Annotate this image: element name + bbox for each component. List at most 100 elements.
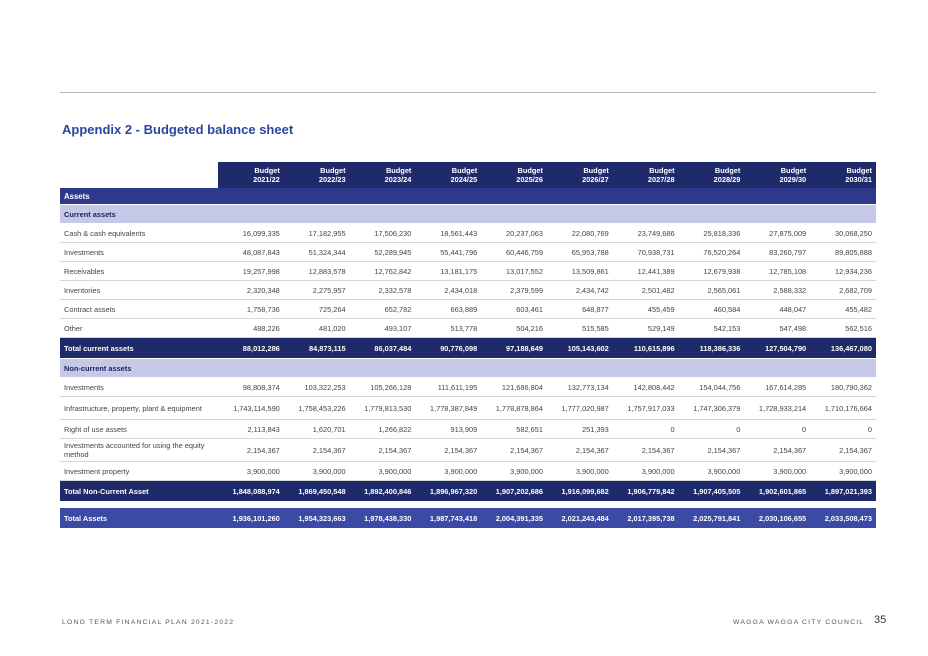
row-label: Investment property xyxy=(60,461,218,481)
row-value: 13,181,175 xyxy=(415,261,482,281)
header-year-label: 2022/23 xyxy=(318,175,346,184)
total-row-current-assets: Total current assets 88,012,286 84,873,115… xyxy=(60,337,876,359)
header-year-2: Budget 2023/24 xyxy=(349,162,416,188)
header-budget-label: Budget xyxy=(714,166,741,175)
subsection-row-non-current-assets: Non-current assets xyxy=(60,358,876,378)
row-value: 65,953,788 xyxy=(546,242,613,262)
header-year-7: Budget 2028/29 xyxy=(678,162,745,188)
row-value: 18,561,443 xyxy=(415,223,482,243)
table-row-other: Other 488,226 481,020 493,107 513,778 504,216… xyxy=(60,318,876,338)
row-value: 105,143,602 xyxy=(546,337,613,359)
row-value: 582,651 xyxy=(481,419,547,439)
row-value: 1,907,202,686 xyxy=(481,480,547,502)
row-value: 562,516 xyxy=(810,318,876,338)
row-value: 2,275,957 xyxy=(283,280,350,300)
header-budget-label: Budget xyxy=(385,166,412,175)
row-value: 180,790,362 xyxy=(810,377,876,397)
header-budget-label: Budget xyxy=(517,166,543,175)
balance-sheet-table: Budget 2021/22 Budget 2022/23 Budget 2023/24 B… xyxy=(60,162,876,529)
row-value: 12,785,108 xyxy=(744,261,811,281)
row-value: 2,379,599 xyxy=(481,280,547,300)
row-value: 1,897,021,393 xyxy=(810,480,876,502)
row-label: Infrastructure, property, plant & equipm… xyxy=(60,396,218,420)
row-value: 17,182,955 xyxy=(283,223,350,243)
row-value: 1,869,450,548 xyxy=(283,480,350,502)
row-value: 167,614,285 xyxy=(744,377,811,397)
header-year-label: 2021/22 xyxy=(253,175,280,184)
row-value: 70,938,731 xyxy=(612,242,679,262)
header-year-5: Budget 2026/27 xyxy=(546,162,613,188)
row-value: 0 xyxy=(744,419,811,439)
row-label: Total Non-Current Asset xyxy=(60,480,218,502)
table-row-contract-assets: Contract assets 1,758,736 725,264 652,782 66… xyxy=(60,299,876,319)
row-value: 493,107 xyxy=(349,318,416,338)
row-value: 3,900,000 xyxy=(546,461,613,481)
row-value: 1,266,822 xyxy=(349,419,416,439)
total-row-assets: Total Assets 1,936,101,260 1,954,323,663 1,… xyxy=(60,508,876,529)
header-blank-cell xyxy=(60,162,218,188)
row-value: 542,153 xyxy=(678,318,745,338)
row-value: 663,889 xyxy=(415,299,482,319)
table-row-investments-current: Investments 48,087,843 51,324,344 52,289,94… xyxy=(60,242,876,262)
header-year-3: Budget 2024/25 xyxy=(415,162,482,188)
row-value: 2,154,367 xyxy=(744,438,811,462)
header-year-8: Budget 2029/30 xyxy=(744,162,811,188)
row-value: 51,324,344 xyxy=(283,242,350,262)
header-year-label: 2024/25 xyxy=(450,175,478,184)
row-value: 121,686,804 xyxy=(481,377,547,397)
row-value: 3,900,000 xyxy=(678,461,745,481)
table-row-inventories: Inventories 2,320,348 2,275,957 2,332,578 2,… xyxy=(60,280,876,300)
row-value: 448,047 xyxy=(744,299,811,319)
row-value: 3,900,000 xyxy=(283,461,350,481)
row-value: 1,848,088,974 xyxy=(218,480,284,502)
row-value: 1,743,114,590 xyxy=(218,396,284,420)
header-budget-label: Budget xyxy=(320,166,346,175)
row-value: 2,154,367 xyxy=(415,438,482,462)
row-value: 19,257,998 xyxy=(218,261,284,281)
row-value: 1,778,387,849 xyxy=(415,396,482,420)
table-row-cash: Cash & cash equivalents 16,099,335 17,182,… xyxy=(60,223,876,243)
header-year-4: Budget 2025/26 xyxy=(481,162,547,188)
row-value: 1,758,736 xyxy=(218,299,284,319)
section-row-assets: Assets xyxy=(60,188,876,205)
row-value: 13,017,552 xyxy=(481,261,547,281)
footer-document-title: LONG TERM FINANCIAL PLAN 2021-2022 xyxy=(62,619,235,626)
header-budget-label: Budget xyxy=(583,166,609,175)
row-value: 251,393 xyxy=(546,419,613,439)
row-value: 2,565,061 xyxy=(678,280,745,300)
row-label: Investments xyxy=(60,377,218,397)
row-value: 488,226 xyxy=(218,318,284,338)
header-budget-label: Budget xyxy=(780,166,807,175)
row-value: 481,020 xyxy=(283,318,350,338)
table-row-infrastructure: Infrastructure, property, plant & equipm… xyxy=(60,396,876,420)
table-row-investment-property: Investment property 3,900,000 3,900,000 3,9… xyxy=(60,461,876,481)
row-value: 142,808,442 xyxy=(612,377,679,397)
row-value: 48,087,843 xyxy=(218,242,284,262)
row-value: 89,805,888 xyxy=(810,242,876,262)
row-value: 2,154,367 xyxy=(612,438,679,462)
row-value: 12,934,236 xyxy=(810,261,876,281)
row-value: 3,900,000 xyxy=(612,461,679,481)
header-year-label: 2029/30 xyxy=(779,175,807,184)
row-value: 913,909 xyxy=(415,419,482,439)
row-value: 12,679,938 xyxy=(678,261,745,281)
row-value: 2,154,367 xyxy=(349,438,416,462)
row-value: 3,900,000 xyxy=(810,461,876,481)
row-value: 460,584 xyxy=(678,299,745,319)
row-value: 2,030,106,655 xyxy=(744,508,811,529)
row-value: 652,782 xyxy=(349,299,416,319)
row-value: 76,520,264 xyxy=(678,242,745,262)
header-year-label: 2030/31 xyxy=(845,175,872,184)
row-value: 0 xyxy=(678,419,745,439)
row-label: Total Assets xyxy=(60,508,218,529)
total-row-non-current-assets: Total Non-Current Asset 1,848,088,974 1,86… xyxy=(60,480,876,502)
row-value: 2,154,367 xyxy=(546,438,613,462)
section-label: Assets xyxy=(60,188,876,205)
row-value: 2,113,843 xyxy=(218,419,284,439)
row-label: Total current assets xyxy=(60,337,218,359)
row-value: 1,710,176,664 xyxy=(810,396,876,420)
row-value: 725,264 xyxy=(283,299,350,319)
header-year-label: 2028/29 xyxy=(713,175,741,184)
row-value: 1,954,323,663 xyxy=(283,508,350,529)
row-label: Investments accounted for using the equi… xyxy=(60,438,218,462)
